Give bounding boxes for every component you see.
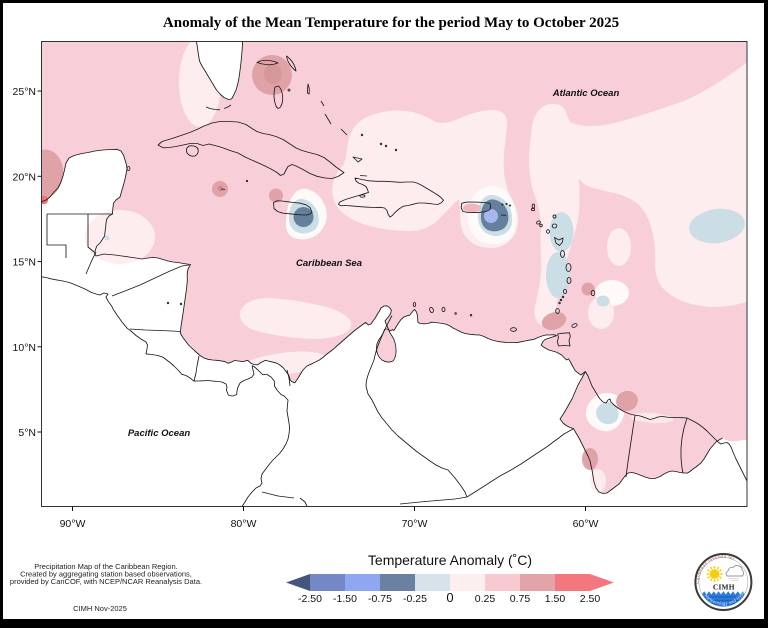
svg-text:Pacific Ocean: Pacific Ocean (128, 428, 191, 439)
svg-text:0: 0 (446, 590, 453, 605)
svg-text:-2.50: -2.50 (298, 593, 322, 605)
svg-text:Created by aggregating station: Created by aggregating station based obs… (20, 570, 192, 579)
svg-text:CIMH: CIMH (713, 583, 735, 592)
svg-text:CIMH Nov-2025: CIMH Nov-2025 (73, 604, 127, 613)
svg-text:2.50: 2.50 (580, 593, 601, 605)
svg-text:Anomaly of the Mean Temperatur: Anomaly of the Mean Temperature for the … (163, 15, 619, 31)
svg-text:5°N: 5°N (18, 427, 36, 439)
svg-text:10°N: 10°N (13, 342, 36, 354)
svg-text:60°W: 60°W (573, 518, 599, 530)
svg-text:15°N: 15°N (13, 257, 36, 269)
svg-text:-0.75: -0.75 (368, 593, 392, 605)
svg-text:-0.25: -0.25 (403, 593, 427, 605)
svg-text:0.25: 0.25 (475, 593, 496, 605)
svg-text:80°W: 80°W (231, 518, 257, 530)
svg-text:20°N: 20°N (13, 171, 36, 183)
svg-text:25°N: 25°N (13, 86, 36, 98)
svg-text:Caribbean Sea: Caribbean Sea (296, 258, 362, 269)
svg-text:1.50: 1.50 (545, 593, 566, 605)
svg-text:90°W: 90°W (60, 518, 86, 530)
svg-text:Temperature Anomaly (˚C): Temperature Anomaly (˚C) (368, 552, 532, 568)
svg-text:provided by CariCOF, with NCEP: provided by CariCOF, with NCEP/NCAR Rean… (10, 577, 202, 586)
svg-text:Atlantic Ocean: Atlantic Ocean (552, 88, 620, 99)
svg-text:Precipitation Map of the Carib: Precipitation Map of the Caribbean Regio… (34, 562, 177, 571)
svg-text:0.75: 0.75 (510, 593, 531, 605)
svg-text:-1.50: -1.50 (333, 593, 357, 605)
svg-text:70°W: 70°W (402, 518, 428, 530)
